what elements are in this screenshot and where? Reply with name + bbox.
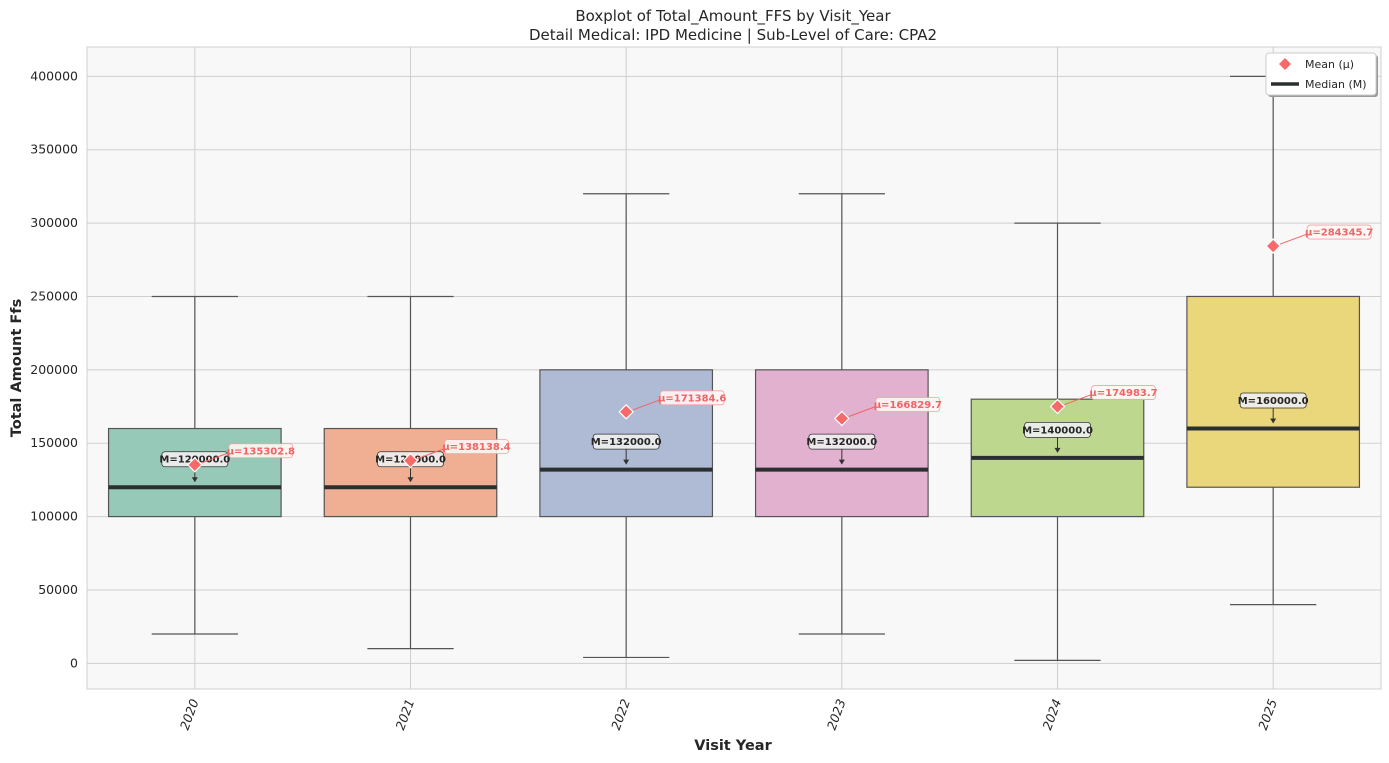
- median-arrow-head: [191, 477, 198, 483]
- box-2025: M=160000.0 μ=284345.7: [1186, 75, 1373, 606]
- mean-arrow: [1279, 233, 1308, 245]
- mean-marker: [618, 403, 635, 420]
- box-2023: M=132000.0 μ=166829.7: [754, 193, 942, 635]
- legend-label: Median (M): [1305, 78, 1367, 91]
- mean-label: μ=135302.8: [227, 446, 295, 457]
- mean-label-box: [659, 390, 725, 406]
- mean-arrow: [848, 406, 877, 417]
- mean-arrow: [417, 448, 445, 460]
- mean-label-box: [1306, 224, 1372, 240]
- x-tick-label: 2020: [177, 697, 202, 732]
- plot-area: [86, 46, 1382, 690]
- mean-arrow: [1064, 394, 1092, 406]
- y-tick-label: 200000: [30, 362, 78, 377]
- x-tick-label: 2024: [1039, 697, 1064, 732]
- mean-arrow: [201, 452, 230, 464]
- mean-marker: [1265, 238, 1282, 254]
- median-arrow-head: [838, 459, 845, 465]
- box-2024: M=140000.0 μ=174983.7: [970, 222, 1158, 661]
- chart-title: Boxplot of Total_Amount_FFS by Visit_Yea…: [575, 7, 891, 26]
- y-tick-label: 0: [70, 655, 78, 670]
- y-tick-label: 150000: [30, 435, 78, 450]
- y-tick-label: 250000: [30, 288, 78, 303]
- mean-label-box: [875, 397, 941, 412]
- median-label: M=160000.0: [1238, 396, 1309, 407]
- x-tick-label: 2021: [392, 697, 417, 732]
- x-tick-label: 2025: [1255, 697, 1280, 732]
- y-tick-label: 400000: [30, 68, 78, 83]
- y-tick-label: 50000: [38, 582, 78, 597]
- x-axis-ticks: 2020 2021 2022 2023 2024 2025: [177, 697, 1280, 732]
- mean-label: μ=138138.4: [442, 442, 510, 453]
- y-axis-label: Total Amount Ffs: [9, 299, 25, 437]
- median-label: M=140000.0: [1022, 425, 1093, 436]
- mean-label: μ=166829.7: [874, 400, 942, 411]
- mean-label-box: [444, 439, 509, 455]
- x-axis-label: Visit Year: [694, 738, 772, 754]
- mean-label-box: [1091, 385, 1156, 400]
- x-tick-label: 2023: [824, 697, 849, 732]
- mean-label: μ=284345.7: [1305, 228, 1373, 239]
- boxes: M=120000.0μ=135302.8M=120000.0μ=138138.4…: [107, 75, 1373, 661]
- mean-label: μ=174983.7: [1089, 388, 1157, 399]
- box-2021: M=120000.0μ=138138.4: [323, 295, 511, 650]
- mean-marker: [186, 456, 203, 473]
- legend-label: Mean (μ): [1305, 58, 1354, 71]
- chart-subtitle: Detail Medical: IPD Medicine | Sub-Level…: [529, 26, 937, 44]
- legend: Mean (μ) Median (M): [1265, 52, 1378, 97]
- median-arrow-head: [623, 459, 630, 465]
- y-tick-label: 350000: [30, 142, 78, 157]
- box-2022: M=132000.0 μ=171384.6: [539, 193, 726, 659]
- mean-marker: [1049, 398, 1066, 415]
- box-2020: M=120000.0μ=135302.8: [107, 295, 295, 635]
- y-axis-ticks: 0 50000 100000 150000 200000 250000 300000 3500…: [30, 68, 78, 670]
- median-label: M=132000.0: [806, 437, 877, 448]
- mean-marker: [833, 410, 850, 427]
- mean-arrow: [632, 399, 661, 411]
- y-tick-label: 100000: [30, 509, 78, 524]
- legend-mean-marker: [1279, 58, 1291, 70]
- y-tick-label: 300000: [30, 215, 78, 230]
- mean-label-box: [228, 443, 294, 459]
- median-arrow-head: [1054, 447, 1061, 453]
- x-tick-label: 2022: [608, 697, 633, 732]
- mean-marker: [402, 452, 419, 469]
- median-arrow-head: [407, 477, 414, 483]
- iqr-box: [1186, 295, 1361, 488]
- mean-label: μ=171384.6: [658, 393, 726, 404]
- median-label: M=132000.0: [591, 437, 662, 448]
- median-arrow-head: [1270, 418, 1277, 424]
